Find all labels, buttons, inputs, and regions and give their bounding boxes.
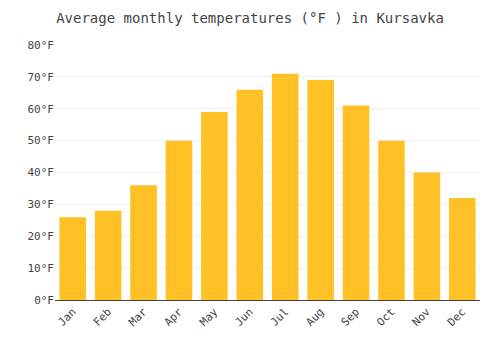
- svg-text:40°F: 40°F: [28, 166, 55, 179]
- svg-text:30°F: 30°F: [28, 198, 55, 211]
- svg-text:Jun: Jun: [233, 306, 256, 329]
- svg-text:50°F: 50°F: [28, 134, 55, 147]
- svg-text:80°F: 80°F: [28, 39, 55, 52]
- svg-text:60°F: 60°F: [28, 103, 55, 116]
- svg-text:0°F: 0°F: [34, 294, 54, 307]
- svg-text:20°F: 20°F: [28, 230, 55, 243]
- svg-text:Average monthly temperatures (: Average monthly temperatures (°F ) in Ku…: [56, 10, 444, 26]
- svg-text:Aug: Aug: [303, 306, 326, 329]
- svg-text:May: May: [197, 305, 221, 329]
- svg-text:Apr: Apr: [162, 305, 186, 329]
- svg-text:10°F: 10°F: [28, 262, 55, 275]
- svg-text:Nov: Nov: [410, 305, 434, 329]
- svg-text:Oct: Oct: [374, 306, 397, 329]
- svg-text:Feb: Feb: [91, 306, 114, 329]
- svg-text:70°F: 70°F: [28, 71, 55, 84]
- svg-text:Mar: Mar: [126, 305, 150, 329]
- svg-text:Dec: Dec: [445, 306, 468, 329]
- svg-text:Jan: Jan: [55, 306, 78, 329]
- svg-text:Sep: Sep: [339, 306, 362, 329]
- svg-text:Jul: Jul: [268, 306, 291, 329]
